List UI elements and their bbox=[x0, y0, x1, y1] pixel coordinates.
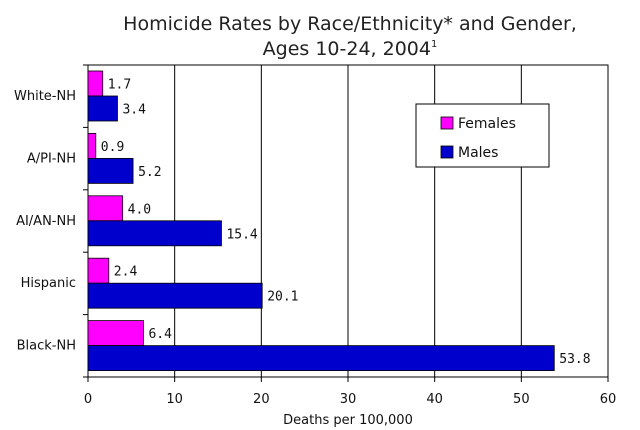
bar-males-a-pi-nh bbox=[87, 157, 134, 184]
chart-title-line1: Homicide Rates by Race/Ethnicity* and Ge… bbox=[123, 13, 577, 35]
value-label-males-white-nh: 3.4 bbox=[122, 103, 146, 118]
category-label-black-nh: Black-NH bbox=[17, 339, 76, 354]
bar-males-hispanic bbox=[87, 282, 263, 309]
chart-title-line2: Ages 10-24, 20041 bbox=[263, 38, 438, 60]
value-label-males-black-nh: 53.8 bbox=[559, 352, 590, 367]
category-label-white-nh: White-NH bbox=[14, 89, 76, 104]
bar-males-ai-an-nh bbox=[87, 220, 222, 247]
x-tick-label-40: 40 bbox=[426, 392, 443, 407]
x-tick-label-0: 0 bbox=[84, 392, 92, 407]
value-label-females-a-pi-nh: 0.9 bbox=[101, 140, 124, 155]
value-label-females-black-nh: 6.4 bbox=[148, 327, 172, 342]
value-label-females-white-nh: 1.7 bbox=[108, 78, 131, 93]
bar-males-white-nh bbox=[87, 95, 118, 122]
chart-title-superscript: 1 bbox=[431, 39, 437, 50]
bar-females-hispanic bbox=[87, 257, 110, 284]
bar-females-a-pi-nh bbox=[87, 132, 97, 159]
legend-swatch-females bbox=[440, 116, 454, 130]
value-label-females-hispanic: 2.4 bbox=[114, 265, 138, 280]
legend-box bbox=[415, 103, 550, 168]
legend: Females Males bbox=[415, 103, 550, 168]
x-tick-label-20: 20 bbox=[253, 392, 270, 407]
x-tick-label-60: 60 bbox=[600, 392, 617, 407]
bar-males-black-nh bbox=[87, 345, 555, 372]
chart-title-line2-text: Ages 10-24, 2004 bbox=[263, 38, 431, 60]
value-label-males-ai-an-nh: 15.4 bbox=[226, 227, 257, 242]
legend-label-males: Males bbox=[458, 145, 498, 161]
x-tick-label-30: 30 bbox=[340, 392, 357, 407]
x-tick-label-10: 10 bbox=[166, 392, 183, 407]
x-axis-label: Deaths per 100,000 bbox=[283, 413, 413, 428]
value-label-males-hispanic: 20.1 bbox=[267, 290, 298, 305]
category-label-hispanic: Hispanic bbox=[21, 276, 76, 291]
bar-females-white-nh bbox=[87, 70, 104, 97]
bar-females-ai-an-nh bbox=[87, 195, 124, 222]
value-label-males-a-pi-nh: 5.2 bbox=[138, 165, 161, 180]
legend-label-females: Females bbox=[458, 116, 516, 132]
x-tick-label-50: 50 bbox=[513, 392, 530, 407]
category-label-a-pi-nh: A/PI-NH bbox=[27, 151, 76, 166]
bar-females-black-nh bbox=[87, 320, 144, 347]
category-label-ai-an-nh: AI/AN-NH bbox=[16, 214, 76, 229]
legend-swatch-males bbox=[440, 145, 454, 159]
value-label-females-ai-an-nh: 4.0 bbox=[128, 202, 151, 217]
